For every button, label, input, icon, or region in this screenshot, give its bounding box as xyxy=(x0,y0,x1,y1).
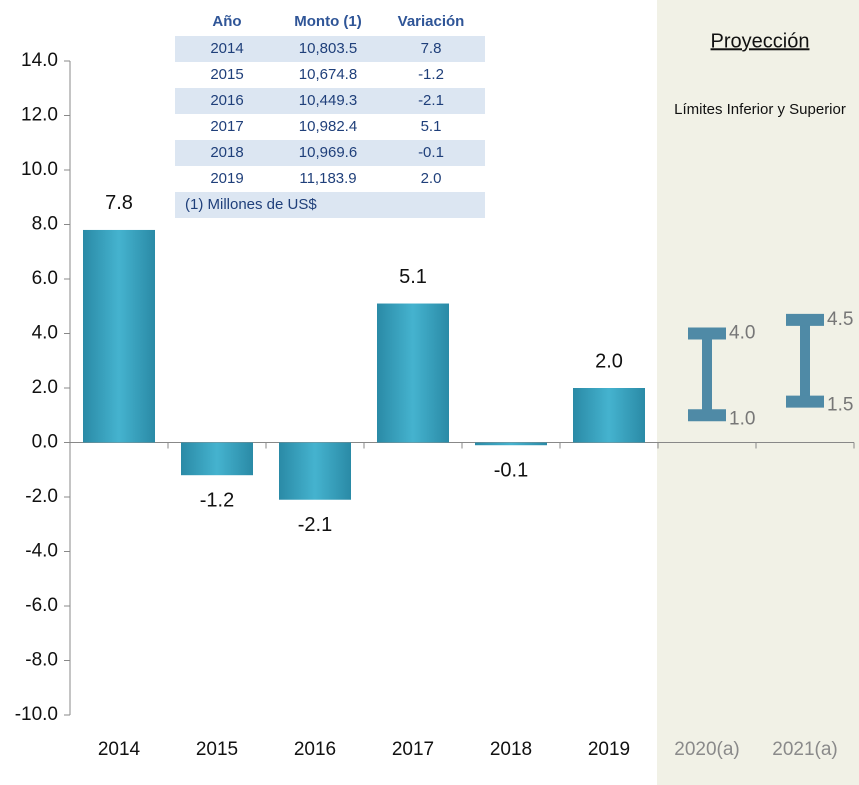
table-cell: 5.1 xyxy=(421,118,442,135)
table-cell: 2019 xyxy=(210,170,243,187)
range-stem xyxy=(702,333,712,416)
table-cell: 2.0 xyxy=(421,170,442,187)
data-label: 5.1 xyxy=(399,266,427,288)
table-cell: 10,449.3 xyxy=(299,92,357,109)
table-cell: 10,982.4 xyxy=(299,118,357,135)
projection-title: Proyección xyxy=(711,30,810,52)
data-label: -2.1 xyxy=(298,514,332,536)
y-tick-label: 6.0 xyxy=(32,268,58,289)
x-tick-label: 2015 xyxy=(196,739,238,760)
range-lower xyxy=(688,409,726,422)
bar xyxy=(181,442,253,476)
table-note: (1) Millones de US$ xyxy=(185,196,317,213)
table-header: Variación xyxy=(398,13,465,30)
bar xyxy=(475,442,547,446)
range-lower-label: 1.5 xyxy=(827,395,853,416)
data-label: -0.1 xyxy=(494,460,528,482)
y-tick-label: 0.0 xyxy=(32,432,58,453)
projection-subtitle: Límites Inferior y Superior xyxy=(674,101,846,118)
x-tick-label: 2018 xyxy=(490,739,532,760)
table-header: Año xyxy=(212,13,241,30)
table-cell: -2.1 xyxy=(418,92,444,109)
range-stem xyxy=(800,319,810,402)
range-lower-label: 1.0 xyxy=(729,408,755,429)
projection-background xyxy=(657,0,859,785)
bar xyxy=(279,442,351,500)
table-cell: 2016 xyxy=(210,92,243,109)
x-tick-label: 2014 xyxy=(98,739,141,760)
table-header: Monto (1) xyxy=(294,13,361,30)
x-tick-label: 2020(a) xyxy=(674,739,740,760)
x-tick-label: 2021(a) xyxy=(772,739,838,760)
table-cell: 2018 xyxy=(210,144,243,161)
bar xyxy=(83,229,155,443)
bar xyxy=(573,388,645,443)
table-cell: 2017 xyxy=(210,118,243,135)
y-tick-label: 10.0 xyxy=(21,159,58,180)
table-cell: 11,183.9 xyxy=(299,170,356,187)
range-upper-label: 4.5 xyxy=(827,309,853,330)
table-row-shade xyxy=(175,88,485,114)
y-tick-label: 14.0 xyxy=(21,50,58,71)
table-cell: 2014 xyxy=(210,40,243,57)
range-lower xyxy=(786,395,824,408)
table-cell: 10,969.6 xyxy=(299,144,357,161)
y-tick-label: 8.0 xyxy=(32,214,58,235)
table-cell: 10,803.5 xyxy=(299,40,357,57)
table-cell: 7.8 xyxy=(421,40,442,57)
data-label: -1.2 xyxy=(200,489,234,511)
table-note-shade xyxy=(175,192,485,218)
table-row-shade xyxy=(175,36,485,62)
x-tick-label: 2019 xyxy=(588,739,630,760)
table-cell: 2015 xyxy=(210,66,243,83)
y-tick-label: 2.0 xyxy=(32,377,58,398)
x-tick-label: 2016 xyxy=(294,739,336,760)
y-tick-label: -8.0 xyxy=(25,650,58,671)
range-upper xyxy=(786,313,824,326)
y-tick-label: 12.0 xyxy=(21,105,58,126)
y-tick-label: -10.0 xyxy=(15,704,58,725)
y-tick-label: -2.0 xyxy=(25,486,58,507)
range-upper xyxy=(688,327,726,340)
table-cell: 10,674.8 xyxy=(299,66,357,83)
table-cell: -0.1 xyxy=(418,144,444,161)
y-tick-label: 4.0 xyxy=(32,323,58,344)
bar xyxy=(377,303,449,443)
table-cell: -1.2 xyxy=(418,66,444,83)
x-tick-label: 2017 xyxy=(392,739,434,760)
data-label: 7.8 xyxy=(105,192,133,214)
y-tick-label: -6.0 xyxy=(25,595,58,616)
y-tick-label: -4.0 xyxy=(25,541,58,562)
data-label: 2.0 xyxy=(595,350,623,372)
table-row-shade xyxy=(175,140,485,166)
range-upper-label: 4.0 xyxy=(729,323,755,344)
